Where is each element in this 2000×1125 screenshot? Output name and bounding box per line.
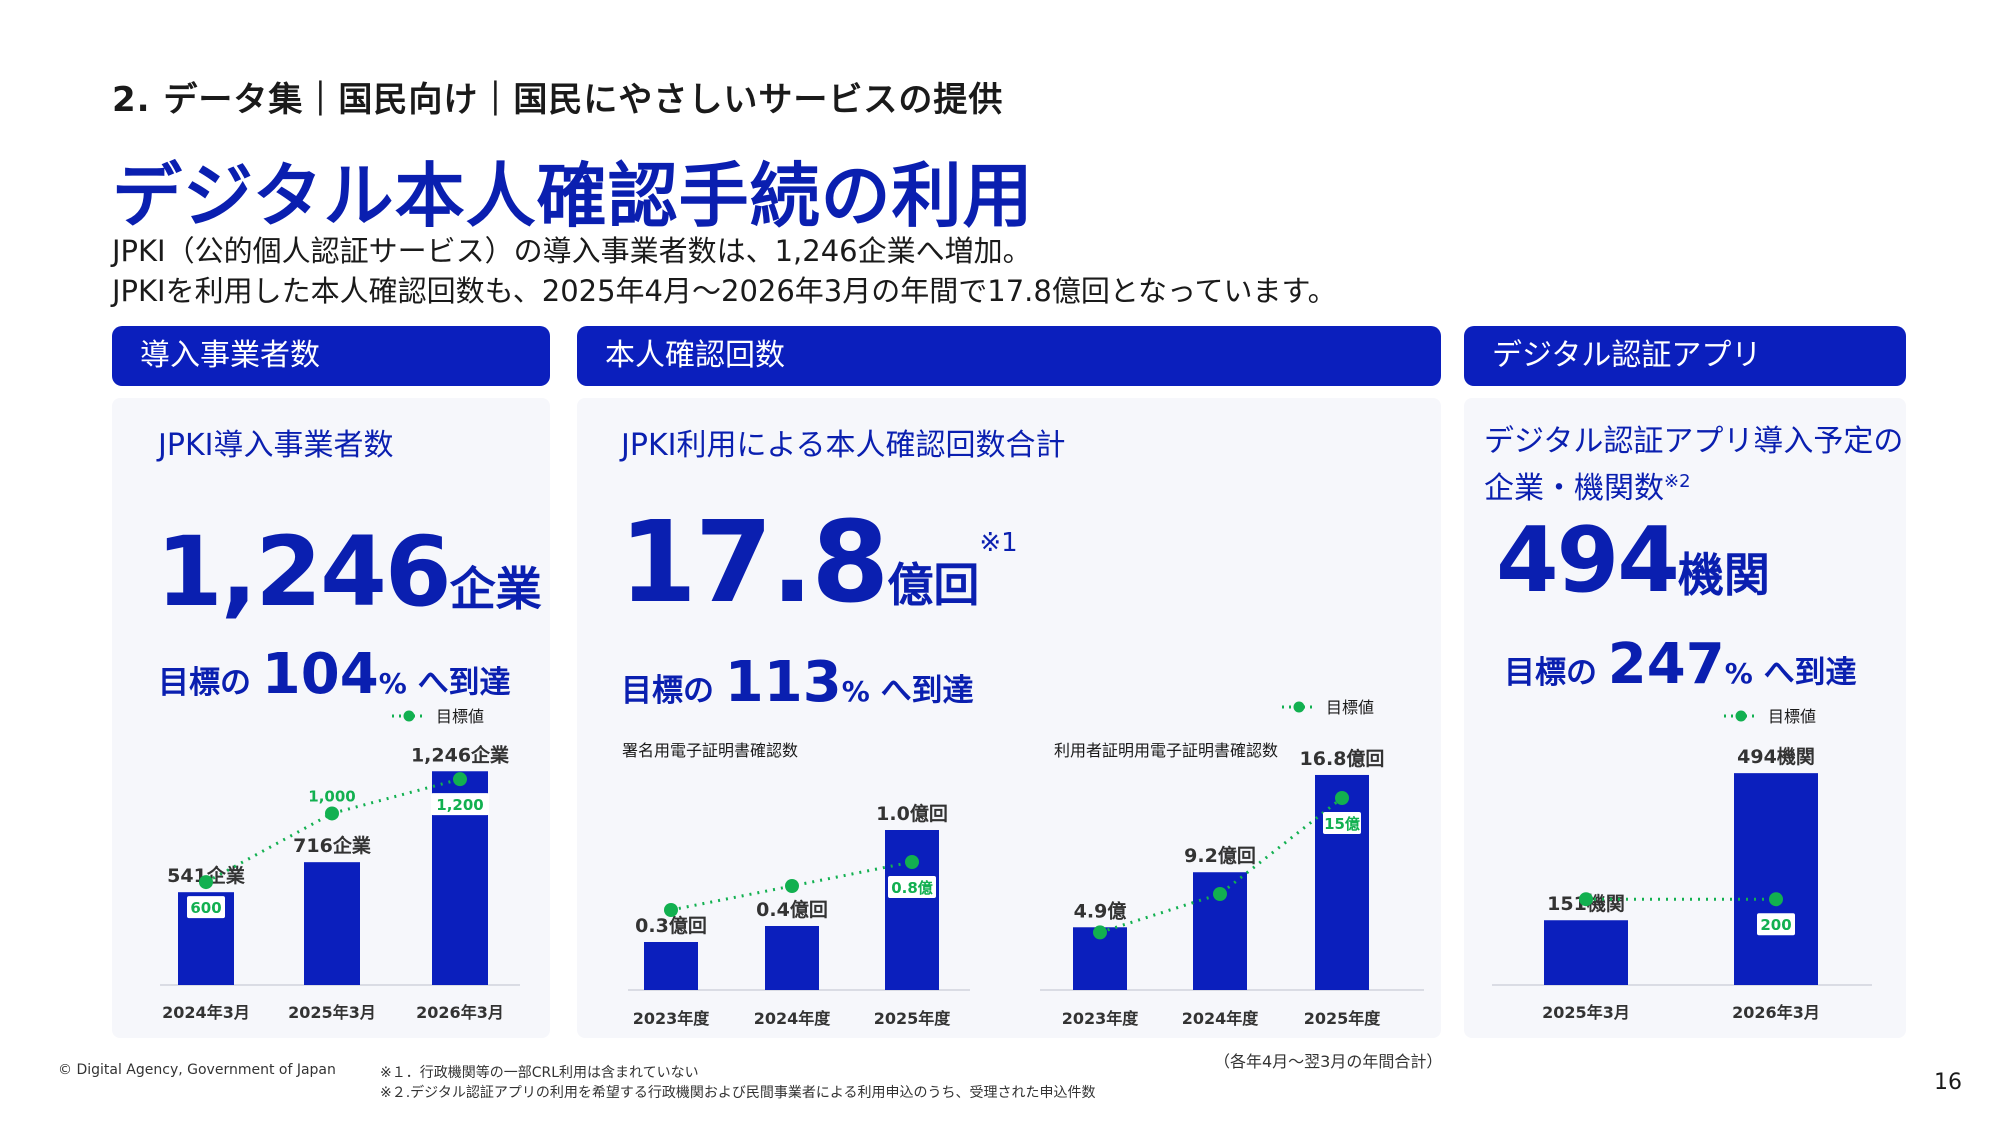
lead-line-1: JPKI（公的個人認証サービス）の導入事業者数は、1,246企業へ増加。 [112,234,1032,268]
section-header-verifications: 本人確認回数 [577,326,1441,386]
category-label: 2024年度 [754,1009,832,1028]
section-header-businesses: 導入事業者数 [112,326,550,386]
target-achievement: 目標の 113% へ到達 [621,650,974,715]
target-point [199,875,213,890]
target-line [670,860,913,912]
target-label-box [431,793,489,816]
big-number: 1,246企業 [156,516,542,628]
target-point [1769,892,1783,907]
target-point [1093,925,1107,940]
bar-value-label: 494機関 [1737,745,1815,768]
bar [765,926,819,990]
panel-verifications: JPKI利用による本人確認回数合計 17.8億回※1 目標の 113% へ到達 [577,398,1441,1038]
bar [885,830,939,990]
category-label: 2023年度 [1062,1009,1140,1028]
bar-value-label: 0.4億回 [756,898,828,921]
category-label: 2025年3月 [1542,1003,1630,1022]
legend-dot [1735,710,1747,722]
legend-label: 目標値 [1768,707,1816,726]
bar-value-label: 716企業 [293,834,372,857]
target-point [1213,887,1227,901]
category-label: 2024年度 [1182,1009,1260,1028]
category-label: 2026年3月 [1732,1003,1820,1022]
panel-title: JPKI導入事業者数 [158,428,394,463]
target-label: 1,000 [308,787,355,805]
category-label: 2023年度 [633,1009,711,1028]
bar [1544,920,1628,985]
page-number: 16 [1934,1070,1962,1095]
bar-value-label: 1.0億回 [876,802,948,825]
target-label: 600 [190,899,221,917]
category-label: 2025年度 [874,1009,952,1028]
legend-dot [1293,701,1305,713]
target-label-box [1323,812,1361,834]
target-point [1579,892,1593,907]
category-label: 2026年3月 [416,1003,504,1022]
target-achievement: 目標の 104% へ到達 [158,642,511,707]
category-label: 2024年3月 [162,1003,250,1022]
bar [1315,774,1369,990]
category-label: 2025年度 [1304,1009,1382,1028]
bar-value-label: 9.2億回 [1184,844,1256,867]
bar [304,862,360,985]
target-achievement: 目標の 247% へ到達 [1504,632,1857,697]
target-label: 1,200 [436,796,483,814]
footnote-2: ※２.デジタル認証アプリの利用を希望する行政機関および民間事業者による利用申込の… [380,1085,1096,1101]
target-point [325,806,339,821]
legend-dot [403,710,415,722]
target-label-box [187,896,225,919]
copyright: © Digital Agency, Government of Japan [58,1062,336,1078]
target-point [785,879,799,893]
target-label: 200 [1760,916,1791,934]
panel-title-line-2: 企業・機関数※2 [1484,471,1691,506]
breadcrumb: 2. データ集｜国民向け｜国民にやさしいサービスの提供 [112,80,1004,120]
panel-title: JPKI利用による本人確認回数合計 [621,428,1066,463]
target-point [905,855,919,869]
period-note: （各年4月〜翌3月の年間合計） [1214,1052,1443,1071]
target-label: 0.8億 [891,879,933,897]
page-title: デジタル本人確認手続の利用 [112,155,1034,237]
target-point [664,903,678,917]
panel-auth-app: デジタル認証アプリ導入予定の 企業・機関数※2 494機関 目標の 247% へ… [1464,398,1906,1038]
bar-value-label: 4.9億 [1074,899,1127,922]
bar [644,942,698,990]
target-line [1099,796,1343,934]
bar-value-label: 16.8億回 [1300,747,1385,770]
chart-title: 署名用電子証明書確認数 [622,741,798,760]
bar-value-label: 0.3億回 [635,914,707,937]
chart-title: 利用者証明用電子証明書確認数 [1054,741,1278,760]
lead-line-2: JPKIを利用した本人確認回数も、2025年4月〜2026年3月の年間で17.8… [112,274,1337,308]
target-point [1335,791,1349,805]
bar [1734,773,1818,985]
target-point [453,772,467,787]
bar-value-label: 1,246企業 [411,743,510,766]
target-label-box [1757,913,1795,936]
legend-label: 目標値 [1326,698,1374,717]
target-label: 15億 [1324,815,1360,833]
category-label: 2025年3月 [288,1003,376,1022]
footnote-1: ※１．行政機関等の一部CRL利用は含まれていない [380,1065,699,1081]
big-number: 494機関 [1496,508,1770,613]
target-label-box [888,876,936,898]
section-header-auth-app: デジタル認証アプリ [1464,326,1906,386]
panel-title-line-1: デジタル認証アプリ導入予定の [1484,424,1904,459]
legend-label: 目標値 [436,707,484,726]
big-number: 17.8億回※1 [619,498,1018,628]
